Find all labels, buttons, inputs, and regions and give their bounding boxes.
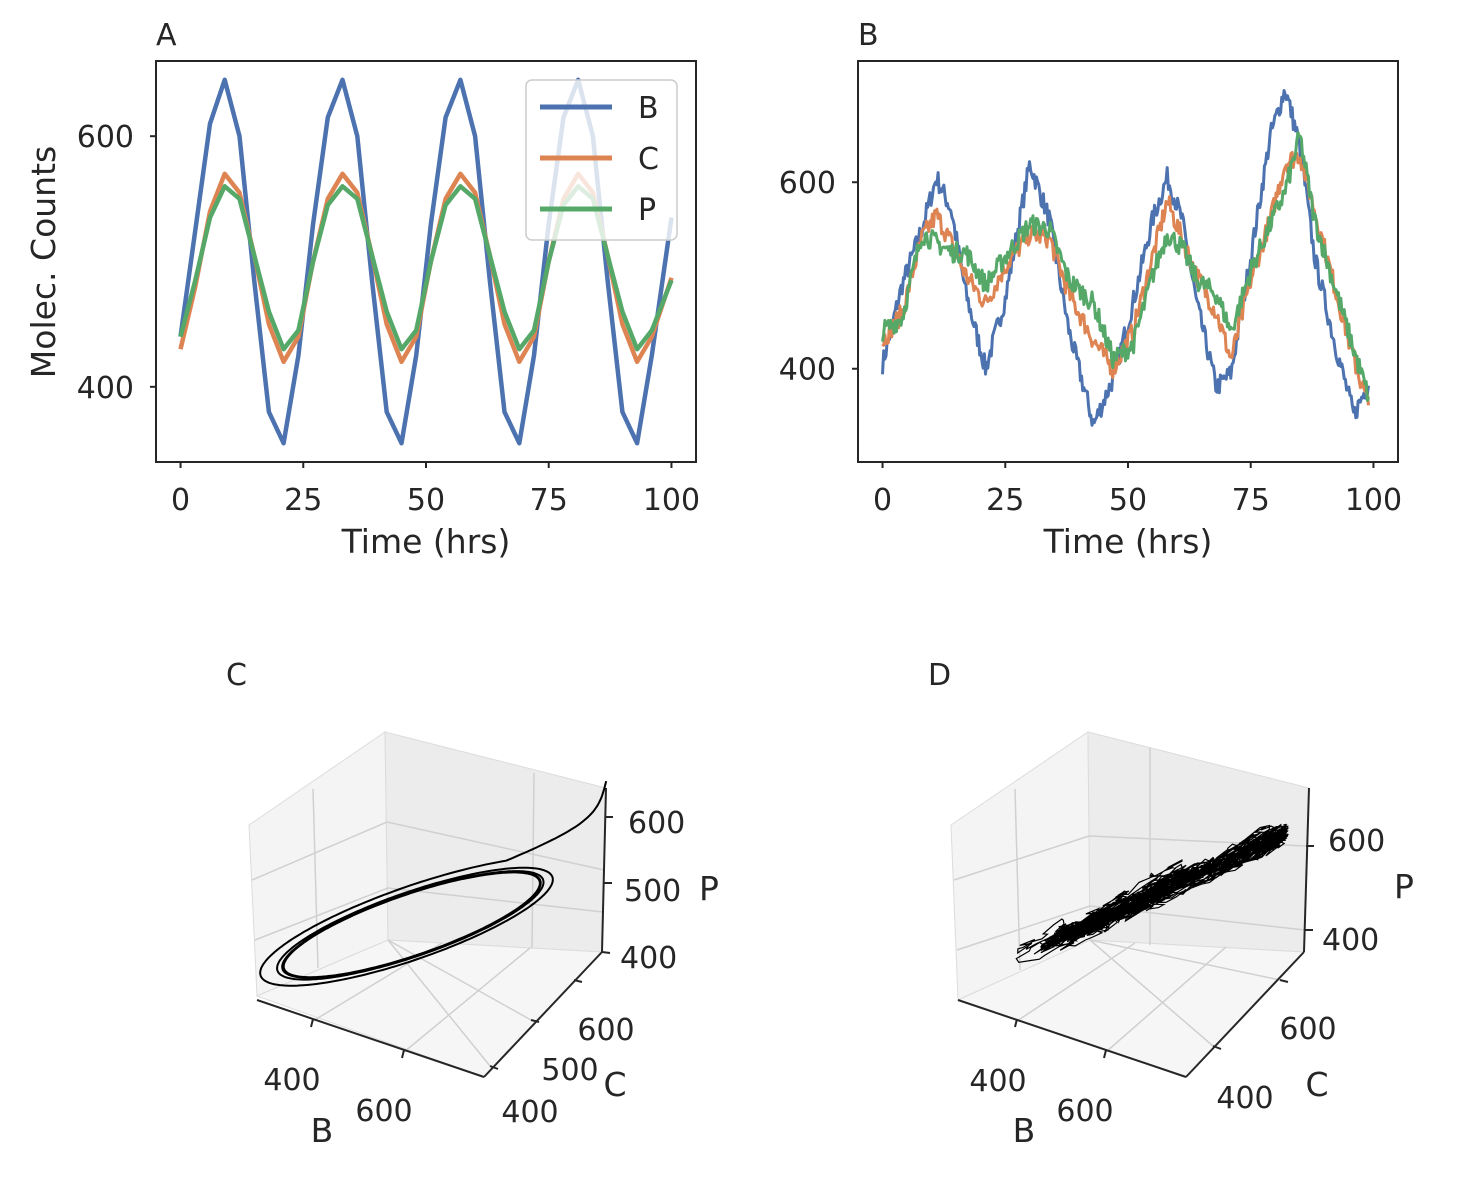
- tick: [1212, 1045, 1222, 1050]
- panel-d-label: D: [928, 658, 951, 693]
- panel-b: B 0 25 50 75 100 400 600 Time (hrs): [779, 18, 1402, 561]
- legend-label-c: C: [638, 142, 659, 177]
- gridline: [956, 905, 1091, 951]
- panel-a-x-tick-label: 100: [643, 483, 700, 518]
- panel-d-trajectory-line: [1015, 823, 1290, 963]
- gridline: [953, 835, 1090, 881]
- panel-c-tick-label: 600: [355, 1094, 412, 1129]
- panel-a: A 0 25 50 75 100 400 600 Time (hrs) Molec. Cou…: [24, 18, 700, 561]
- panel-d-tick-label: 400: [1322, 923, 1379, 958]
- panel-c-tick-labels: 400 600 400 500 600 400 500 600: [263, 806, 685, 1130]
- gridline: [1016, 942, 1136, 1022]
- panel-d-b-axis: [957, 999, 1187, 1078]
- panel-a-label: A: [156, 18, 177, 53]
- legend-label-b: B: [638, 91, 659, 126]
- panel-a-ylabel: Molec. Counts: [24, 146, 63, 378]
- panel-c-tick-marks: [310, 816, 613, 1070]
- gridline: [251, 821, 388, 881]
- panel-b-y-tick-label: 600: [779, 166, 836, 201]
- panel-c-tick-label: 400: [263, 1063, 320, 1098]
- tick: [1279, 979, 1289, 983]
- tick: [489, 1065, 499, 1070]
- legend-label-p: P: [638, 193, 656, 228]
- panel-d-p-axis: [1303, 787, 1310, 953]
- panel-b-x-tick-label: 75: [1232, 483, 1270, 518]
- panel-d-tick-label: 600: [1328, 824, 1385, 859]
- panel-c-3d-box: [248, 731, 613, 1078]
- panel-c-p-axis: [601, 787, 607, 953]
- panel-d-tick-marks: [1014, 845, 1314, 1059]
- panel-c-tick-label: 600: [628, 806, 685, 841]
- panel-d-3d-box: [950, 731, 1314, 1078]
- panel-b-series-line-3: [881, 131, 1370, 402]
- tick: [401, 1049, 405, 1059]
- panel-d-xlabel: B: [1013, 1111, 1036, 1150]
- panel-b-ticks: 0 25 50 75 100 400 600: [779, 166, 1402, 518]
- panel-c: C: [226, 658, 719, 1150]
- panel-c-trajectory: [259, 780, 608, 987]
- panel-c-gridlines: [251, 772, 605, 1067]
- gridline: [1014, 788, 1021, 971]
- panel-c-tick-label: 400: [501, 1095, 558, 1130]
- panel-b-y-tick-label: 400: [779, 353, 836, 388]
- panel-d: D: [928, 658, 1414, 1150]
- panel-a-y-tick-label: 600: [77, 120, 134, 155]
- gridline: [1089, 939, 1281, 981]
- panel-b-x-tick-label: 100: [1345, 483, 1402, 518]
- gridline: [254, 887, 389, 941]
- panel-b-x-tick-label: 0: [873, 483, 892, 518]
- panel-a-ticks: 0 25 50 75 100 400 600: [77, 120, 700, 518]
- gridline: [1089, 939, 1214, 1047]
- panel-a-x-tick-label: 25: [284, 483, 322, 518]
- panel-c-tick-label: 600: [577, 1013, 634, 1048]
- panel-c-tick-label: 500: [541, 1053, 598, 1088]
- tick: [530, 1019, 540, 1023]
- panel-a-legend: BCP: [525, 79, 678, 241]
- panel-c-ylabel: C: [603, 1065, 626, 1104]
- panel-c-zlabel: P: [699, 869, 719, 908]
- panel-b-label: B: [858, 18, 879, 53]
- panel-d-tick-label: 400: [1216, 1081, 1273, 1116]
- panel-d-zlabel: P: [1394, 867, 1414, 906]
- panel-c-c-axis: [483, 951, 603, 1078]
- panel-a-x-tick-label: 50: [407, 483, 445, 518]
- panel-c-side-wall: [384, 731, 607, 953]
- panel-d-ylabel: C: [1305, 1065, 1328, 1104]
- panel-b-series-lines: [881, 89, 1370, 427]
- gridline: [403, 947, 531, 1053]
- tick: [1103, 1049, 1107, 1059]
- panel-b-x-tick-label: 25: [986, 483, 1024, 518]
- panel-c-b-axis: [256, 999, 485, 1078]
- panel-c-tick-label: 500: [624, 874, 681, 909]
- panel-a-x-tick-label: 75: [530, 483, 568, 518]
- panel-d-tick-label: 600: [1056, 1094, 1113, 1129]
- panel-d-c-axis: [1185, 951, 1305, 1078]
- panel-a-x-tick-label: 0: [171, 483, 190, 518]
- panel-b-x-tick-label: 50: [1109, 483, 1147, 518]
- panel-d-trajectory: [1015, 823, 1290, 963]
- panel-d-tick-label: 600: [1279, 1012, 1336, 1047]
- panel-d-tick-label: 400: [969, 1064, 1026, 1099]
- panel-c-tick-label: 400: [620, 941, 677, 976]
- panel-c-xlabel: B: [311, 1111, 334, 1150]
- panel-a-y-tick-label: 400: [77, 371, 134, 406]
- tick: [601, 951, 611, 954]
- panel-a-xlabel: Time (hrs): [341, 522, 511, 561]
- legend-items: BCP: [540, 91, 659, 228]
- panel-b-series-line-2: [881, 151, 1370, 406]
- gridline: [387, 887, 604, 913]
- tick: [573, 979, 583, 983]
- tick: [1014, 1018, 1018, 1028]
- gridline: [386, 821, 605, 871]
- panel-c-label: C: [226, 658, 247, 693]
- gridline: [531, 772, 535, 949]
- panel-b-xlabel: Time (hrs): [1043, 522, 1213, 561]
- gridline: [387, 939, 532, 1021]
- gridline: [312, 788, 319, 969]
- panel-c-trajectory-line: [259, 780, 608, 987]
- tick: [310, 1018, 314, 1028]
